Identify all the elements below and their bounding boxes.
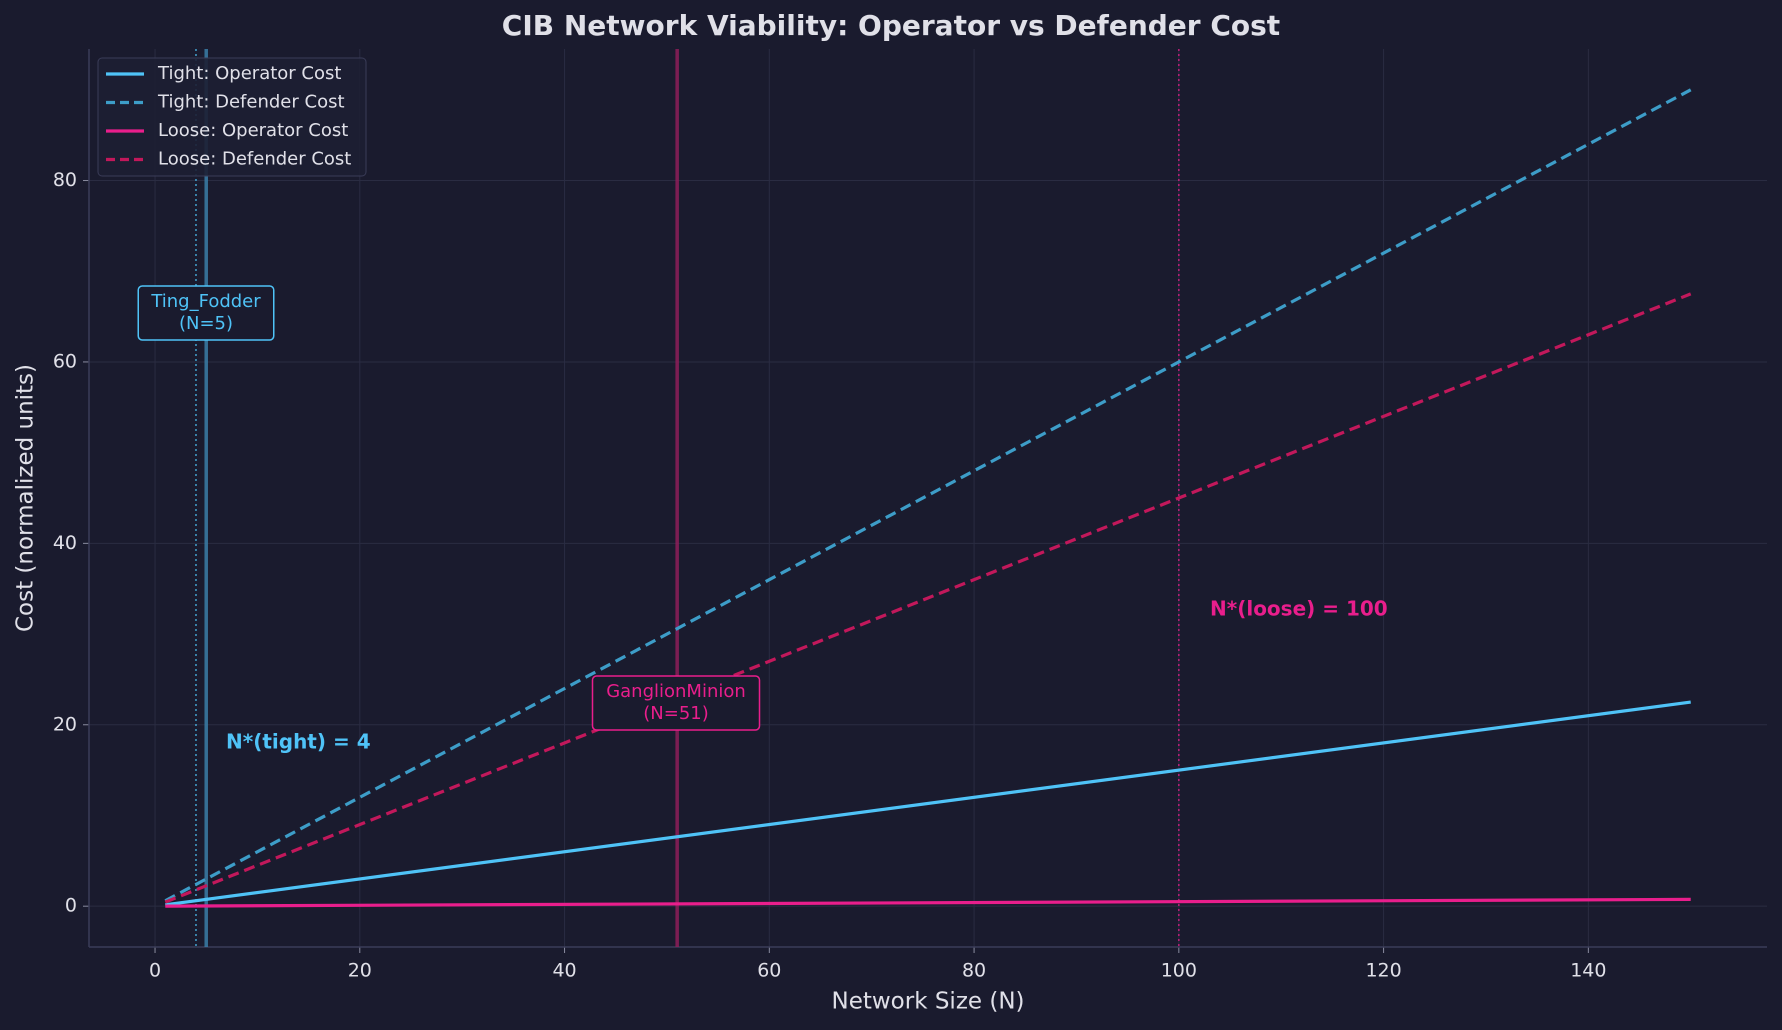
series-line [164,292,1692,904]
annotation: (N=5) [179,313,233,334]
legend-label: Tight: Operator Cost [157,63,341,84]
x-tick-label: 120 [1365,960,1401,982]
x-tick-label: 40 [552,960,576,982]
legend-box [97,57,367,177]
y-axis-label: Cost (normalized units) [13,364,39,632]
annotation-box [591,675,761,731]
annotation: Ting_Fodder [150,291,261,312]
legend-label: Loose: Operator Cost [158,120,348,141]
series-line [164,88,1692,903]
x-axis-label: Network Size (N) [831,989,1024,1015]
y-tick-label: 0 [65,895,77,917]
y-tick-label: 40 [53,532,77,554]
legend-label: Tight: Defender Cost [157,92,345,113]
series-line [165,897,1691,908]
annotation: N*(tight) = 4 [226,730,371,754]
chart-title: CIB Network Viability: Operator vs Defen… [502,9,1280,42]
x-tick-label: 20 [348,960,372,982]
x-tick-label: 140 [1570,960,1606,982]
annotation-box [137,285,275,341]
series-line [165,700,1691,907]
y-tick-label: 20 [53,713,77,735]
annotation: N*(loose) = 100 [1210,597,1388,621]
y-tick-label: 80 [53,169,77,191]
legend-label: Loose: Defender Cost [158,149,351,170]
x-tick-label: 100 [1161,960,1197,982]
annotation: (N=51) [643,703,709,724]
x-tick-label: 60 [757,960,781,982]
y-tick-label: 60 [53,350,77,372]
x-tick-label: 80 [962,960,986,982]
annotation: GanglionMinion [606,681,746,702]
x-tick-label: 0 [149,960,161,982]
